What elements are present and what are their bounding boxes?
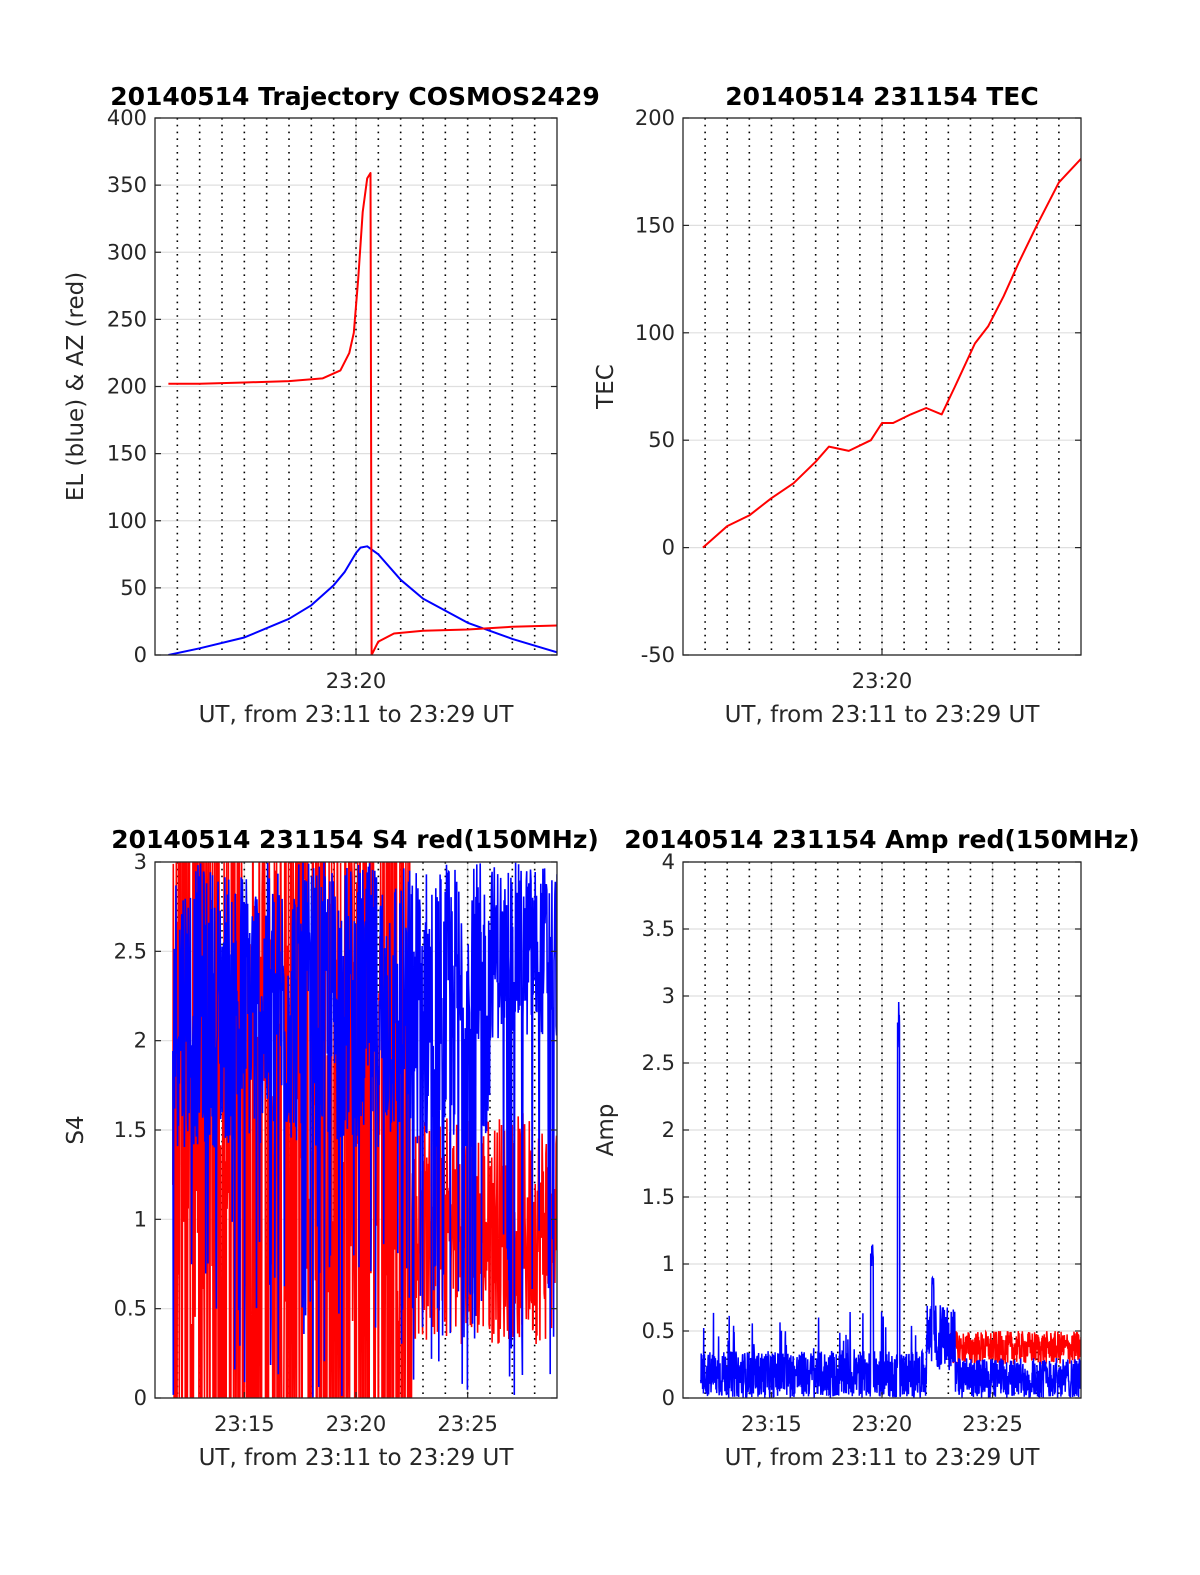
series-line-1 <box>172 862 557 1398</box>
y-tick-label: 0.5 <box>642 1319 675 1343</box>
series-line-1 <box>702 158 1081 549</box>
y-axis-label: EL (blue) & AZ (red) <box>63 272 89 501</box>
x-axis-label: UT, from 23:11 to 23:29 UT <box>199 702 515 728</box>
y-tick-label: 250 <box>107 307 147 331</box>
y-tick-label: 0.5 <box>114 1297 147 1321</box>
y-tick-label: 3 <box>134 850 147 874</box>
series-group <box>168 172 557 655</box>
y-axis-label: S4 <box>63 1115 89 1144</box>
y-tick-label: 1 <box>662 1252 675 1276</box>
chart-title: 20140514 231154 S4 red(150MHz) <box>111 825 599 854</box>
y-tick-label: 100 <box>107 509 147 533</box>
y-axis-label: TEC <box>593 364 619 410</box>
x-axis-label: UT, from 23:11 to 23:29 UT <box>725 702 1041 728</box>
x-tick-label: 23:20 <box>326 1412 387 1436</box>
chart-panel-3: 0 0.5 1 1.5 2 2.5 3 23:15 23:20 23:25 20140514 231… <box>63 825 599 1471</box>
chart-panel-2: -50 0 50 100 150 200 23:20 20140514 231154 TEC U… <box>593 82 1082 728</box>
y-tick-label: 200 <box>635 106 675 130</box>
y-tick-label: -50 <box>641 643 675 667</box>
y-tick-label: 400 <box>107 106 147 130</box>
chart-panel-1: 0 50 100 150 200 250 300 350 400 23:20 20140514 Tr… <box>63 82 600 728</box>
y-tick-label: 150 <box>635 213 675 237</box>
x-axis-label: UT, from 23:11 to 23:29 UT <box>199 1445 515 1471</box>
y-tick-label: 300 <box>107 240 147 264</box>
y-tick-label: 0 <box>662 536 675 560</box>
chart-title: 20140514 Trajectory COSMOS2429 <box>110 82 600 111</box>
y-tick-label: 150 <box>107 442 147 466</box>
y-tick-label: 3 <box>662 984 675 1008</box>
series-line-2 <box>699 1001 1081 1398</box>
y-tick-label: 200 <box>107 375 147 399</box>
y-tick-label: 2.5 <box>642 1051 675 1075</box>
y-tick-label: 4 <box>662 850 675 874</box>
y-tick-label: 50 <box>120 576 147 600</box>
x-axis-label: UT, from 23:11 to 23:29 UT <box>725 1445 1041 1471</box>
x-tick-label: 23:20 <box>326 669 387 693</box>
y-tick-label: 1 <box>134 1207 147 1231</box>
y-axis-label: Amp <box>593 1104 619 1157</box>
y-tick-label: 350 <box>107 173 147 197</box>
x-tick-label: 23:25 <box>437 1412 498 1436</box>
y-tick-label: 1.5 <box>114 1118 147 1142</box>
y-tick-label: 2.5 <box>114 939 147 963</box>
y-tick-label: 0 <box>134 643 147 667</box>
y-tick-label: 2 <box>134 1029 147 1053</box>
y-tick-label: 3.5 <box>642 917 675 941</box>
chart-panel-4: 0 0.5 1 1.5 2 2.5 3 3.5 4 23:15 23:20 23:25 20140514… <box>593 825 1140 1471</box>
y-tick-label: 50 <box>648 428 675 452</box>
series-group <box>702 158 1081 549</box>
x-tick-label: 23:20 <box>852 1412 913 1436</box>
series-group <box>699 1001 1081 1398</box>
chart-title: 20140514 231154 TEC <box>725 82 1038 111</box>
series-line-2 <box>172 862 557 1398</box>
series-group <box>172 862 557 1398</box>
y-tick-label: 1.5 <box>642 1185 675 1209</box>
series-line-1 <box>947 1329 1081 1365</box>
y-tick-label: 0 <box>662 1386 675 1410</box>
x-tick-label: 23:20 <box>852 669 913 693</box>
chart-title: 20140514 231154 Amp red(150MHz) <box>624 825 1140 854</box>
x-tick-label: 23:15 <box>741 1412 802 1436</box>
x-tick-label: 23:15 <box>214 1412 275 1436</box>
x-tick-label: 23:25 <box>962 1412 1023 1436</box>
y-tick-label: 100 <box>635 321 675 345</box>
series-line-2 <box>168 172 557 655</box>
y-tick-label: 2 <box>662 1118 675 1142</box>
y-tick-label: 0 <box>134 1386 147 1410</box>
